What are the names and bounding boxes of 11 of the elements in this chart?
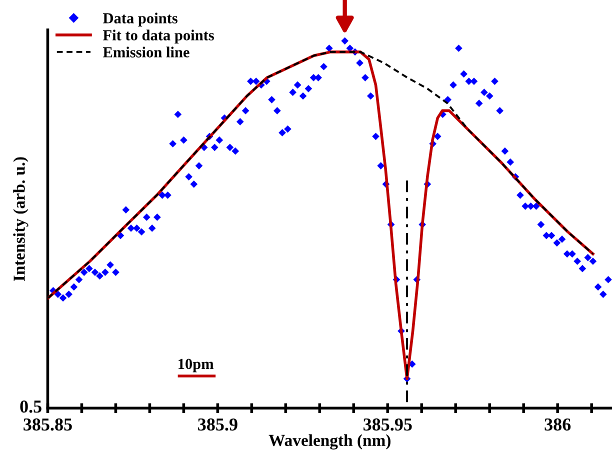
legend-label: Data points (103, 12, 178, 27)
x-tick-label: 385.9 (198, 418, 238, 431)
y-axis-title: Intensity (arb. u.) (13, 157, 28, 281)
x-axis-title: Wavelength (nm) (268, 434, 390, 450)
x-tick-label: 385.85 (24, 418, 72, 431)
x-tick-label: 385.95 (364, 418, 412, 431)
legend-label: Fit to data points (102, 30, 214, 44)
annotation: 10pm (178, 358, 214, 372)
text: 0.5 (20, 400, 42, 413)
x-tick-label: 386 (544, 418, 571, 431)
legend-label: Emission line (102, 46, 190, 58)
